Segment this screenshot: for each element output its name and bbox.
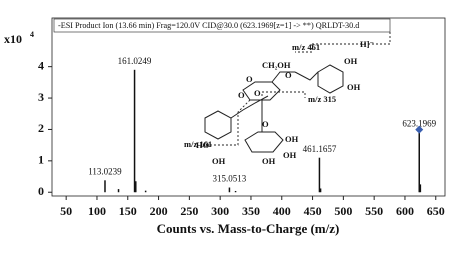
plot-frame (51, 17, 446, 197)
x-tick-label: 400 (273, 204, 291, 218)
peak-label: 113.0239 (88, 166, 122, 176)
x-tick-label: 250 (180, 204, 198, 218)
x-tick-label: 50 (60, 204, 72, 218)
x-tick-label: 150 (119, 204, 137, 218)
atom-label: OH (344, 56, 358, 66)
chart-title: -ESI Product Ion (13.66 min) Frag=120.0V… (58, 21, 359, 30)
x-axis-label: Counts vs. Mass-to-Charge (m/z) (157, 221, 340, 236)
peak-label: 623.1969 (402, 119, 436, 129)
x-tick-label: 450 (304, 204, 322, 218)
atom-label: OH (283, 150, 297, 160)
atom-label: OH (262, 156, 276, 166)
atom-label: OH (347, 82, 361, 92)
x-tick-label: 550 (365, 204, 383, 218)
y-tick-label: 0 (38, 184, 44, 198)
x-tick-label: 650 (427, 204, 445, 218)
structure (203, 32, 391, 153)
atom-label: OH (285, 134, 299, 144)
charge-label: H]⁻ (360, 39, 374, 49)
x-tick-label: 100 (88, 204, 106, 218)
precursor-marker (415, 125, 424, 134)
peak-label: 161.0249 (118, 56, 152, 66)
atom-label: O (285, 70, 292, 80)
x-tick-label: 200 (150, 204, 168, 218)
atom-label: O (262, 119, 269, 129)
atom-label: O (238, 90, 245, 100)
fragment-label: m/z 315 (308, 94, 336, 104)
y-tick-label: 4 (38, 58, 44, 72)
x-tick-label: 600 (396, 204, 414, 218)
y-tick-label: 2 (38, 121, 44, 135)
x-tick-label: 500 (334, 204, 352, 218)
atom-label: HO (196, 140, 210, 150)
y-exponent: 4 (30, 30, 34, 39)
y-tick-label: 1 (38, 153, 44, 167)
y-tick-label: 3 (38, 90, 44, 104)
fragment-label: m/z 161 (184, 139, 212, 149)
title-box (53, 18, 391, 33)
atom-label: O (246, 74, 253, 84)
peak-label: 461.1657 (303, 144, 337, 154)
x-tick-label: 300 (211, 204, 229, 218)
atom-label: CH₂OH (262, 60, 291, 70)
x-tick-label: 350 (242, 204, 260, 218)
y-multiplier: x10 (4, 32, 22, 46)
atom-label: OH (212, 156, 226, 166)
fragment-label: m/z 461 (292, 42, 320, 52)
peak-label: 315.0513 (213, 174, 247, 184)
atom-label: O (254, 88, 261, 98)
